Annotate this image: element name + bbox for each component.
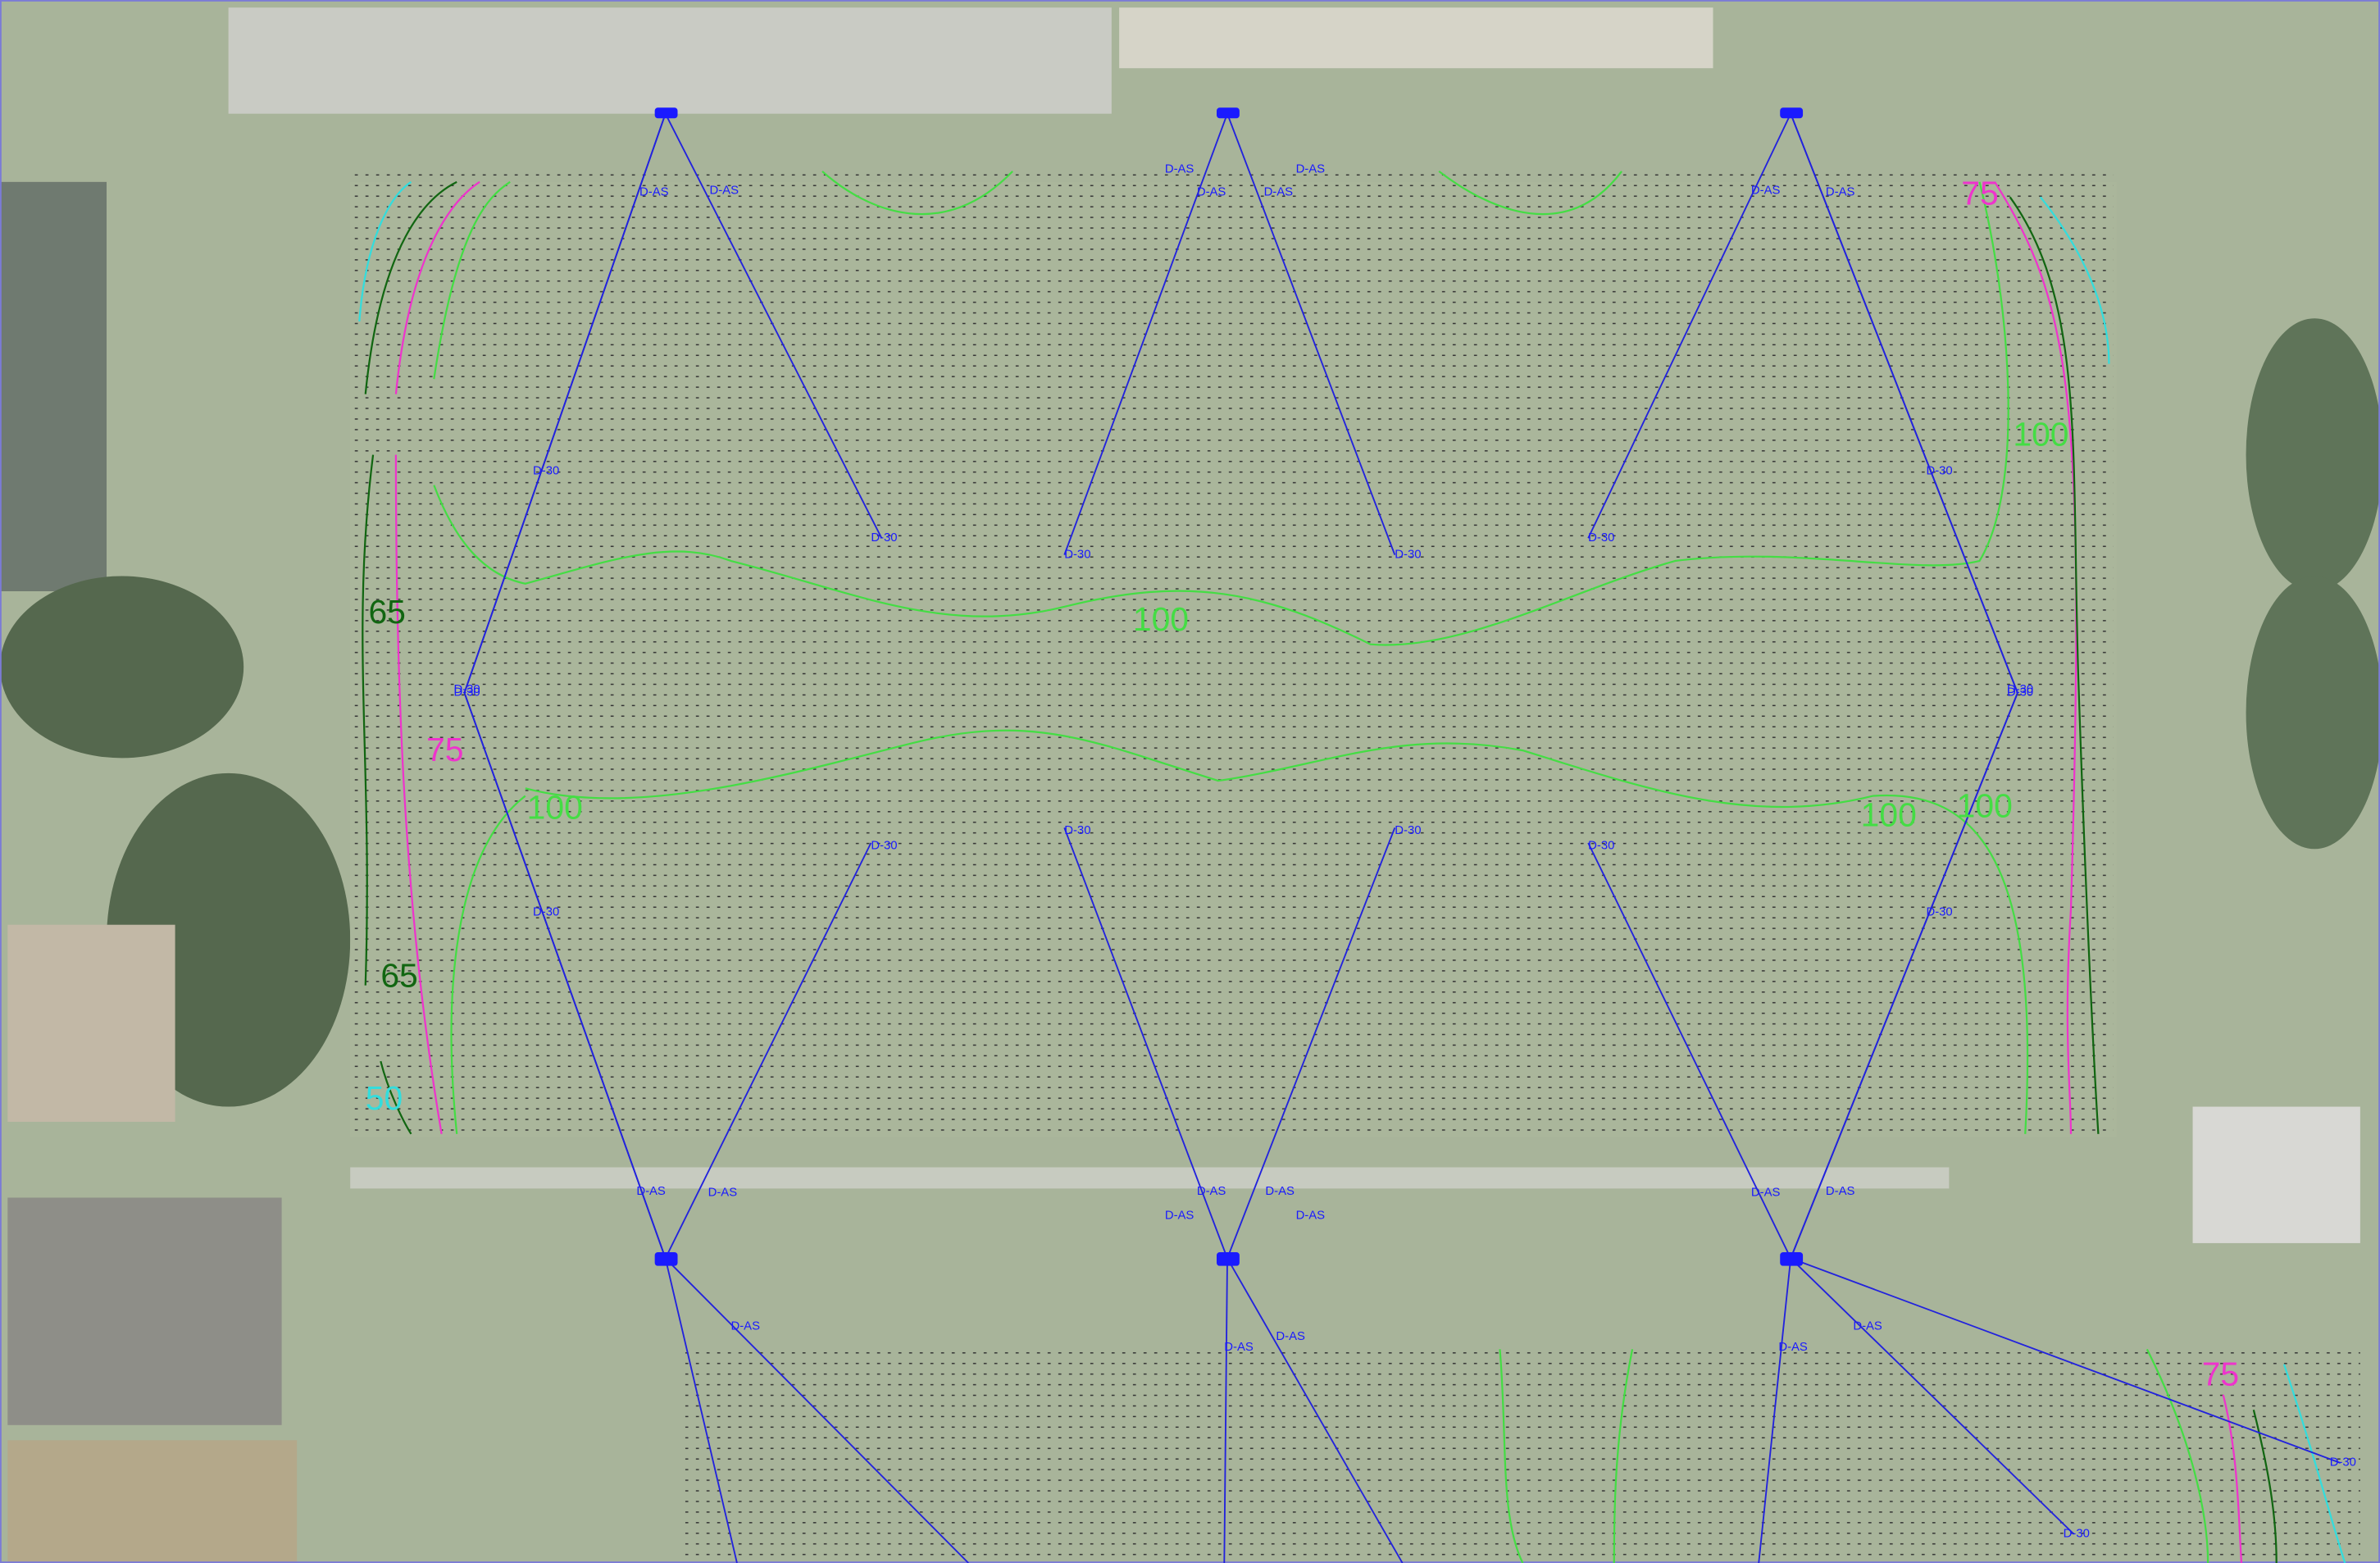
aim-label: D-AS (1224, 1341, 1254, 1354)
calculation-grid (353, 171, 2360, 1563)
aim-label: D-AS (639, 186, 669, 199)
contour-labels: 65 75 100 65 50 100 100 100 100 75 75 (366, 175, 2239, 1393)
aim-label: D-AS (1751, 185, 1781, 198)
aim-line (1226, 113, 1396, 555)
contour-65 (362, 180, 457, 1135)
aim-label: D-30 (1395, 824, 1421, 837)
contour-label: 100 (1957, 787, 2013, 825)
aim-line (1226, 827, 1396, 1259)
aim-label: D-30 (1588, 839, 1614, 852)
aim-line (1587, 842, 1792, 1259)
aim-label: D-30 (2330, 1456, 2356, 1470)
aim-line (1790, 692, 2018, 1259)
contour-label: 65 (368, 593, 405, 631)
aim-lines-extra (664, 1257, 1792, 1563)
contour-65-right (2009, 196, 2278, 1563)
aim-label: D-30 (871, 531, 897, 545)
aim-label: D-AS (1264, 186, 1294, 199)
aim-label: D-AS (1826, 1185, 1855, 1198)
isolux-contours (358, 171, 2346, 1563)
aim-label: D-AS (636, 1185, 666, 1198)
aim-label: D-30 (1064, 548, 1090, 561)
contour-label: 75 (426, 731, 463, 768)
aim-label: D-AS (1165, 163, 1195, 176)
aim-label: D-AS (1296, 163, 1326, 176)
contour-50-right (2039, 196, 2346, 1563)
aim-label: D-AS (1197, 1185, 1226, 1198)
contour-label: 100 (1133, 600, 1189, 638)
aim-label: D-AS (1265, 1185, 1295, 1198)
aim-label: D-30 (453, 686, 480, 699)
contour-50 (358, 180, 412, 322)
aim-label: D-AS (1276, 1330, 1305, 1343)
aim-line (463, 692, 667, 1259)
contour-label: 100 (2013, 416, 2068, 453)
aim-label: D-30 (1927, 906, 1953, 919)
aim-label: D-AS (710, 185, 739, 198)
aim-line (1790, 1257, 2075, 1535)
aim-line (1790, 1257, 2341, 1464)
aim-label: D-AS (1296, 1209, 1326, 1222)
contour-75 (394, 180, 480, 1135)
aim-label: D-30 (533, 465, 559, 478)
contour-label: 50 (366, 1079, 403, 1117)
poles (654, 107, 1804, 1266)
contour-100 (433, 171, 2209, 1563)
contour-label: 100 (1861, 796, 1917, 834)
aim-label: D-30 (453, 683, 480, 696)
aim-label: D-AS (1165, 1209, 1195, 1222)
aim-label: D-30 (533, 906, 559, 919)
aim-label: D-30 (1588, 531, 1614, 545)
aim-line (1063, 827, 1228, 1259)
aim-label: D-AS (1197, 186, 1226, 199)
aim-label: D-30 (2007, 686, 2033, 699)
contour-label: 75 (2202, 1356, 2239, 1393)
aim-line (463, 113, 667, 694)
contour-75-right (1994, 181, 2243, 1563)
aim-label: D-AS (708, 1187, 738, 1200)
aim-line (664, 842, 872, 1259)
aim-label: D-30 (871, 839, 897, 852)
contour-label: 65 (380, 957, 417, 995)
aim-label: D-30 (2007, 683, 2033, 696)
aim-label: D-30 (1395, 548, 1421, 561)
aim-label: D-30 (1064, 824, 1090, 837)
aim-lines: D-AS D-ASD-30D-30D-30D-AS D-ASD-AS D-ASD-30… (453, 113, 2356, 1541)
aim-label: D-AS (1826, 186, 1855, 199)
aim-line (1790, 113, 2018, 694)
aim-line (1063, 113, 1228, 555)
aim-label: D-AS (1853, 1319, 1882, 1333)
aim-line (664, 113, 883, 539)
contour-label: 100 (527, 788, 583, 826)
aim-label: D-AS (1751, 1187, 1781, 1200)
aim-label: D-30 (2064, 1528, 2090, 1541)
contour-label: 75 (1961, 175, 1998, 212)
aim-label: D-AS (731, 1319, 761, 1333)
aim-line (1587, 113, 1792, 539)
aim-label: D-AS (1778, 1341, 1808, 1354)
